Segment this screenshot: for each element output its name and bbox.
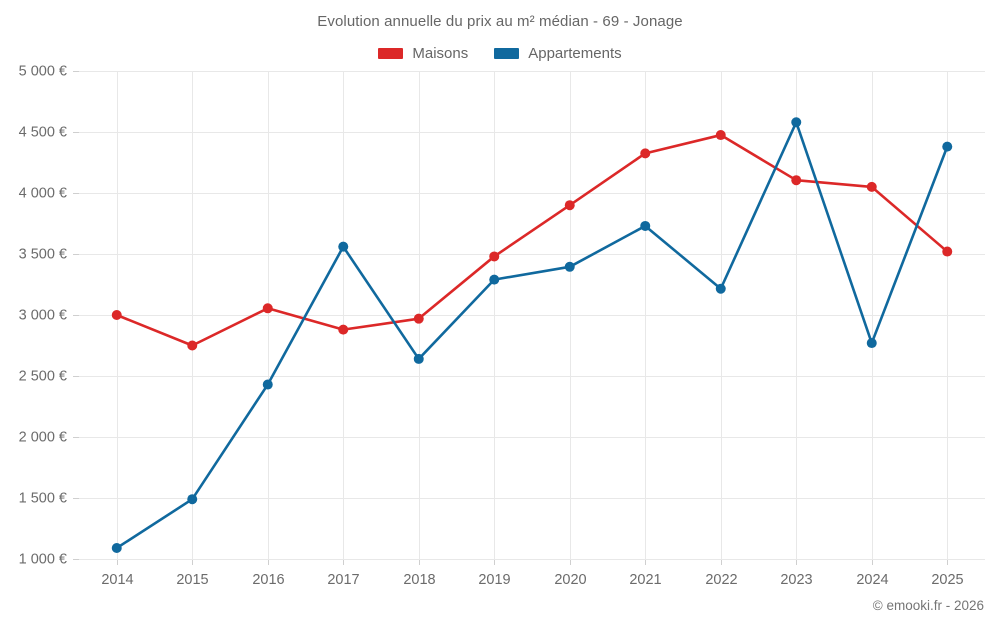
series-line-appartements xyxy=(115,120,949,550)
x-axis-label: 2025 xyxy=(931,572,963,588)
y-axis-label: 3 500 € xyxy=(19,246,67,262)
x-axis-label: 2017 xyxy=(327,572,359,588)
data-point-appartements[interactable] xyxy=(866,338,877,349)
legend-item-appartements[interactable]: Appartements xyxy=(494,45,622,62)
data-point-appartements[interactable] xyxy=(715,283,726,294)
chart-credit: © emooki.fr - 2026 xyxy=(872,598,984,613)
data-point-maisons[interactable] xyxy=(489,251,500,262)
data-point-appartements[interactable] xyxy=(942,141,953,152)
x-axis-label: 2020 xyxy=(554,572,586,588)
y-axis-label: 2 000 € xyxy=(19,429,67,445)
x-axis-label: 2019 xyxy=(478,572,510,588)
x-axis-label: 2023 xyxy=(780,572,812,588)
y-axis-label: 1 000 € xyxy=(19,551,67,567)
data-point-appartements[interactable] xyxy=(413,353,424,364)
y-axis-label: 2 500 € xyxy=(19,368,67,384)
data-point-maisons[interactable] xyxy=(866,181,877,192)
data-point-maisons[interactable] xyxy=(111,310,122,320)
data-point-maisons[interactable] xyxy=(942,246,953,257)
data-point-maisons[interactable] xyxy=(262,303,273,314)
data-point-appartements[interactable] xyxy=(262,379,273,390)
data-point-maisons[interactable] xyxy=(564,200,575,211)
data-point-appartements[interactable] xyxy=(338,241,349,252)
data-point-maisons[interactable] xyxy=(640,148,651,159)
y-axis-label: 1 500 € xyxy=(19,490,67,506)
x-axis-label: 2016 xyxy=(252,572,284,588)
data-point-appartements[interactable] xyxy=(791,117,802,128)
data-point-appartements[interactable] xyxy=(564,261,575,272)
data-point-maisons[interactable] xyxy=(338,324,349,335)
x-axis-label: 2018 xyxy=(403,572,435,588)
legend-item-maisons[interactable]: Maisons xyxy=(378,45,468,62)
x-axis-label: 2024 xyxy=(856,572,888,588)
data-point-appartements[interactable] xyxy=(640,220,651,231)
x-axis-label: 2014 xyxy=(101,572,133,588)
y-axis-label: 3 000 € xyxy=(19,307,67,323)
y-axis-label: 4 500 € xyxy=(19,124,67,140)
legend-label-maisons: Maisons xyxy=(412,45,469,62)
legend-swatch-maisons xyxy=(378,48,404,59)
series-line-maisons xyxy=(115,133,949,347)
x-axis-label: 2021 xyxy=(629,572,661,588)
data-point-appartements[interactable] xyxy=(187,494,198,505)
y-axis-label: 4 000 € xyxy=(19,185,67,201)
x-axis-label: 2015 xyxy=(176,572,208,588)
data-point-maisons[interactable] xyxy=(187,340,198,351)
legend-swatch-appartements xyxy=(494,48,520,59)
data-point-maisons[interactable] xyxy=(413,313,424,324)
chart-legend: Maisons Appartements xyxy=(0,45,1000,62)
legend-label-appartements: Appartements xyxy=(528,45,622,62)
data-point-maisons[interactable] xyxy=(791,175,802,186)
data-point-appartements[interactable] xyxy=(489,274,500,285)
chart-title: Evolution annuelle du prix au m² médian … xyxy=(317,13,683,30)
data-point-appartements[interactable] xyxy=(111,543,122,554)
x-axis-label: 2022 xyxy=(705,572,737,588)
y-axis-label: 5 000 € xyxy=(19,63,67,79)
data-point-maisons[interactable] xyxy=(715,130,726,141)
